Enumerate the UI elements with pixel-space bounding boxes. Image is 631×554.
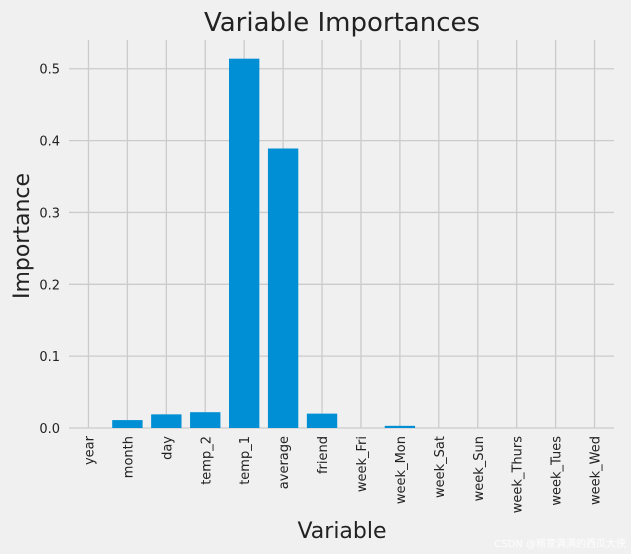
y-tick-label: 0.4 [39, 135, 60, 150]
bar-day [151, 414, 182, 428]
y-tick-label: 0.1 [39, 350, 60, 365]
x-tick-label: friend [316, 436, 331, 474]
bar-friend [306, 413, 338, 428]
x-tick-label: week_Wed [589, 436, 604, 505]
y-tick-labels: 0.0 0.1 0.2 0.3 0.4 0.5 [39, 63, 60, 437]
x-tick-label: week_Tues [550, 436, 565, 506]
x-tick-label: week_Fri [355, 436, 370, 492]
x-tick-label: temp_2 [199, 436, 214, 485]
y-tick-label: 0.2 [39, 278, 60, 293]
chart-title: Variable Importances [204, 8, 480, 38]
x-tick-label: week_Sat [433, 436, 448, 498]
x-tick-labels: year month day temp_2 temp_1 average friend wee… [82, 435, 603, 513]
y-tick-label: 0.3 [39, 206, 60, 221]
bar-week_Mon [384, 425, 416, 428]
grid [69, 40, 614, 429]
x-tick-label: week_Mon [394, 436, 409, 504]
x-tick-label: year [82, 435, 97, 465]
watermark-text: CSDN @稽意满满的西瓜大侠 [494, 537, 626, 550]
y-tick-label: 0.5 [39, 63, 60, 78]
bar-temp_1 [228, 58, 260, 428]
x-tick-label: week_Thurs [511, 436, 526, 513]
x-tick-label: temp_1 [238, 436, 253, 485]
x-tick-label: month [121, 436, 136, 478]
y-axis-label: Importance [10, 173, 35, 299]
bar-temp_2 [190, 412, 221, 428]
x-axis-label: Variable [297, 519, 386, 544]
bars [112, 58, 416, 429]
x-tick-label: day [160, 436, 175, 460]
bar-month [112, 420, 143, 428]
y-tick-label: 0.0 [39, 422, 60, 437]
bar-average [267, 148, 299, 429]
x-tick-label: average [277, 436, 292, 489]
x-tick-label: week_Sun [472, 436, 487, 501]
